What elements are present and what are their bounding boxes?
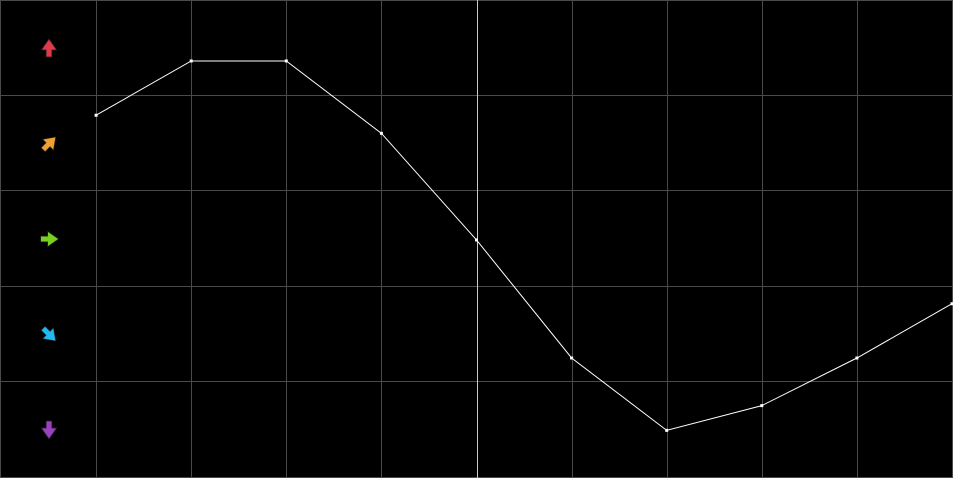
arrow-down-icon [40, 420, 58, 440]
arrow-up-icon [40, 38, 58, 58]
curve-keyframe-point[interactable] [475, 238, 478, 242]
curve-line[interactable] [95, 60, 953, 431]
arrow-down-icon-shape [40, 420, 58, 440]
curve-points[interactable] [94, 59, 953, 432]
curve-keyframe-point[interactable] [950, 302, 953, 306]
curve-keyframe-point[interactable] [665, 428, 669, 432]
curve-keyframe-point[interactable] [284, 59, 288, 63]
arrow-up-right-icon [40, 136, 57, 153]
arrow-down-right-icon-shape [40, 325, 57, 342]
arrow-right-icon [40, 230, 60, 248]
curve-keyframe-point[interactable] [760, 404, 764, 408]
curve-keyframe-point[interactable] [94, 113, 98, 117]
curve-keyframe-point[interactable] [855, 356, 859, 360]
curve-keyframe-point[interactable] [379, 131, 383, 135]
curve-keyframe-point[interactable] [189, 59, 193, 63]
arrow-right-icon-shape [40, 230, 60, 248]
arrow-up-icon-shape [40, 38, 58, 58]
arrow-down-right-icon [40, 325, 57, 342]
arrow-up-right-icon-shape [40, 136, 57, 153]
curve-keyframe-point[interactable] [570, 356, 574, 360]
row-icons [40, 38, 60, 440]
